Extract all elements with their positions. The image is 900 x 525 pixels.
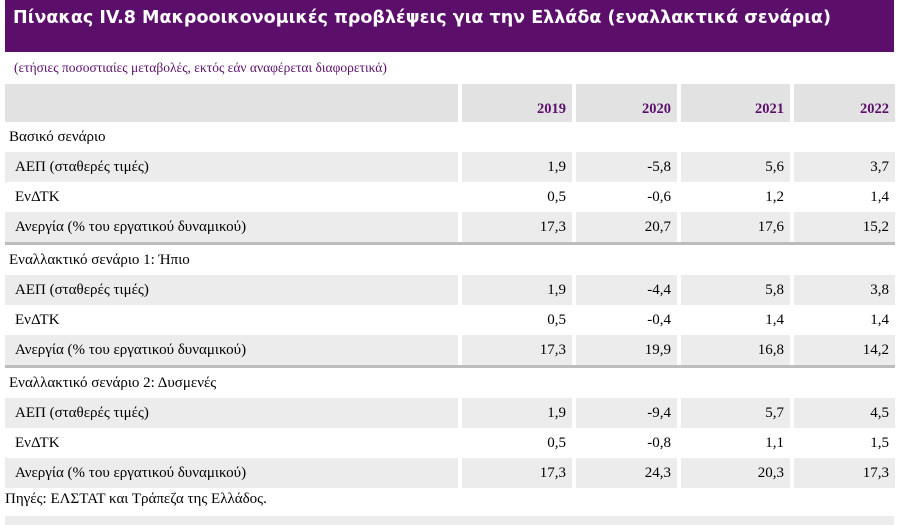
row-label: ΑΕΠ (σταθερές τιμές) bbox=[5, 152, 458, 182]
section-divider bbox=[5, 242, 895, 245]
table-row: Ανεργία (% του εργατικού δυναμικού) 17,3… bbox=[5, 212, 895, 242]
table-row: ΑΕΠ (σταθερές τιμές) 1,9 -9,4 5,7 4,5 bbox=[5, 398, 895, 428]
value-cell: 1,1 bbox=[765, 435, 784, 451]
value-cell: 17,3 bbox=[462, 458, 572, 488]
value-cell: 1,4 bbox=[870, 312, 889, 328]
value-cell: 1,4 bbox=[870, 189, 889, 205]
table-row: Ανεργία (% του εργατικού δυναμικού) 17,3… bbox=[5, 458, 895, 488]
value-cell: -5,8 bbox=[576, 152, 677, 182]
value-cell: 17,3 bbox=[462, 212, 572, 242]
value-cell: -0,8 bbox=[647, 435, 671, 451]
value-cell: 19,9 bbox=[576, 335, 677, 365]
section-divider bbox=[5, 365, 895, 368]
value-cell: 3,7 bbox=[794, 152, 895, 182]
table-row: ΕνΔΤΚ 0,5 -0,6 1,2 1,4 bbox=[5, 182, 895, 212]
table-row: ΕνΔΤΚ 0,5 -0,8 1,1 1,5 bbox=[5, 428, 895, 458]
value-cell: 0,5 bbox=[547, 189, 566, 205]
row-label: ΕνΔΤΚ bbox=[15, 189, 60, 205]
value-cell: 0,5 bbox=[547, 435, 566, 451]
value-cell: 20,3 bbox=[681, 458, 790, 488]
table-header-row: 2019 2020 2021 2022 bbox=[5, 84, 895, 122]
value-cell: 15,2 bbox=[794, 212, 895, 242]
section-heading: Βασικό σενάριο bbox=[5, 122, 895, 152]
value-cell: 1,9 bbox=[462, 275, 572, 305]
table-subtitle: (ετήσιες ποσοστιαίες μεταβολές, εκτός εά… bbox=[14, 60, 387, 75]
value-cell: 5,8 bbox=[681, 275, 790, 305]
value-cell: 20,7 bbox=[576, 212, 677, 242]
section-title: Εναλλακτικό σενάριο 1: Ήπιο bbox=[9, 252, 190, 268]
forecast-table: 2019 2020 2021 2022 Βασικό σενάριο ΑΕΠ (… bbox=[5, 84, 895, 488]
value-cell: 16,8 bbox=[681, 335, 790, 365]
table-title: Πίνακας IV.8 Μακροοικονομικές προβλέψεις… bbox=[5, 0, 894, 52]
section-heading: Εναλλακτικό σενάριο 2: Δυσμενές bbox=[5, 368, 895, 398]
row-label: Ανεργία (% του εργατικού δυναμικού) bbox=[5, 212, 458, 242]
value-cell: 1,2 bbox=[765, 189, 784, 205]
value-cell: 1,5 bbox=[870, 435, 889, 451]
header-year-2021: 2021 bbox=[681, 84, 790, 122]
row-label: Ανεργία (% του εργατικού δυναμικού) bbox=[5, 458, 458, 488]
source-note: Πηγές: ΕΛΣΤΑΤ και Τράπεζα της Ελλάδος. bbox=[5, 491, 267, 507]
row-label: ΑΕΠ (σταθερές τιμές) bbox=[5, 398, 458, 428]
section-title: Βασικό σενάριο bbox=[9, 129, 106, 145]
table-row: ΑΕΠ (σταθερές τιμές) 1,9 -5,8 5,6 3,7 bbox=[5, 152, 895, 182]
section-heading: Εναλλακτικό σενάριο 1: Ήπιο bbox=[5, 245, 895, 275]
value-cell: 0,5 bbox=[547, 312, 566, 328]
row-label: ΑΕΠ (σταθερές τιμές) bbox=[5, 275, 458, 305]
row-label: ΕνΔΤΚ bbox=[15, 435, 60, 451]
table-row: ΑΕΠ (σταθερές τιμές) 1,9 -4,4 5,8 3,8 bbox=[5, 275, 895, 305]
value-cell: 24,3 bbox=[576, 458, 677, 488]
header-label-cell bbox=[5, 84, 458, 122]
value-cell: 1,9 bbox=[462, 398, 572, 428]
value-cell: -0,4 bbox=[647, 312, 671, 328]
value-cell: -9,4 bbox=[576, 398, 677, 428]
value-cell: 17,6 bbox=[681, 212, 790, 242]
value-cell: -4,4 bbox=[576, 275, 677, 305]
value-cell: 5,6 bbox=[681, 152, 790, 182]
bottom-band bbox=[5, 516, 894, 525]
value-cell: 17,3 bbox=[462, 335, 572, 365]
header-year-2019: 2019 bbox=[462, 84, 572, 122]
section-title: Εναλλακτικό σενάριο 2: Δυσμενές bbox=[9, 375, 217, 391]
table-row: ΕνΔΤΚ 0,5 -0,4 1,4 1,4 bbox=[5, 305, 895, 335]
value-cell: 5,7 bbox=[681, 398, 790, 428]
value-cell: 1,4 bbox=[765, 312, 784, 328]
value-cell: 14,2 bbox=[794, 335, 895, 365]
value-cell: 1,9 bbox=[462, 152, 572, 182]
value-cell: 4,5 bbox=[794, 398, 895, 428]
row-label: ΕνΔΤΚ bbox=[15, 312, 60, 328]
value-cell: -0,6 bbox=[647, 189, 671, 205]
value-cell: 17,3 bbox=[794, 458, 895, 488]
value-cell: 3,8 bbox=[794, 275, 895, 305]
table-row: Ανεργία (% του εργατικού δυναμικού) 17,3… bbox=[5, 335, 895, 365]
header-year-2020: 2020 bbox=[576, 84, 677, 122]
row-label: Ανεργία (% του εργατικού δυναμικού) bbox=[5, 335, 458, 365]
header-year-2022: 2022 bbox=[794, 84, 895, 122]
